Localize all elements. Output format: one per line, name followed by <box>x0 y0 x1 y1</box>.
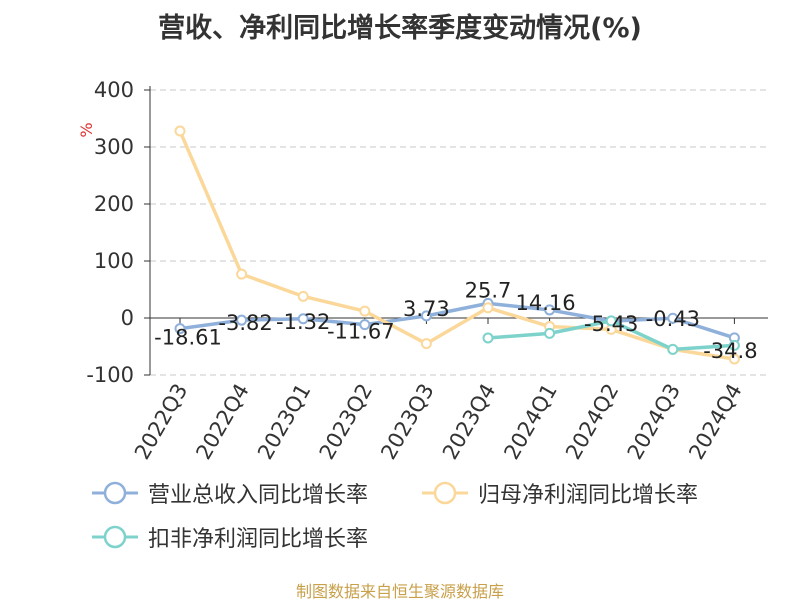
data-point <box>420 310 432 322</box>
legend-swatch-icon <box>422 481 468 505</box>
legend-item[interactable]: 营业总收入同比增长率 <box>90 476 368 510</box>
chart-title: 营收、净利同比增长率季度变动情况(%) <box>158 13 642 44</box>
data-point <box>605 315 617 327</box>
data-label: -0.43 <box>646 307 700 331</box>
legend-swatch-icon <box>92 481 138 505</box>
legend-label: 营业总收入同比增长率 <box>148 483 369 508</box>
x-tick-label: 2022Q4 <box>191 380 253 464</box>
legend-item[interactable]: 归母净利润同比增长率 <box>420 476 698 510</box>
data-point <box>359 305 371 317</box>
x-tick-label: 2022Q3 <box>130 380 192 464</box>
y-tick-label: 0 <box>121 306 134 330</box>
y-tick-label: 400 <box>94 78 134 102</box>
data-point <box>482 332 494 344</box>
data-point <box>297 290 309 302</box>
data-label: 14.16 <box>516 291 576 315</box>
data-point <box>236 314 248 326</box>
data-label: -11.67 <box>327 320 395 344</box>
data-point <box>728 353 740 365</box>
x-tick-label: 2023Q1 <box>253 380 315 464</box>
x-tick-label: 2024Q3 <box>623 380 685 464</box>
data-label: -18.61 <box>154 326 222 350</box>
x-tick-label: 2024Q2 <box>561 380 623 464</box>
data-label: 3.73 <box>403 297 450 321</box>
data-point <box>297 313 309 325</box>
data-point <box>174 125 186 137</box>
source-note: 制图数据来自恒生聚源数据库 <box>295 582 504 601</box>
data-point <box>667 343 679 355</box>
grid-layer <box>150 89 768 376</box>
data-point <box>420 338 432 350</box>
data-label: 25.7 <box>465 278 512 302</box>
x-tick-label: 2024Q4 <box>684 380 746 464</box>
y-tick-label: 300 <box>94 135 134 159</box>
x-tick-label: 2023Q2 <box>315 380 377 464</box>
legend-swatch-icon <box>92 525 138 549</box>
series-layer <box>174 125 740 365</box>
x-tick-label: 2023Q3 <box>376 380 438 464</box>
y-tick-label: -100 <box>86 363 134 387</box>
y-tick-label: 100 <box>94 249 134 273</box>
data-point <box>544 327 556 339</box>
legend-item[interactable]: 扣非净利润同比增长率 <box>90 520 368 554</box>
y-axis-label: % <box>77 122 96 137</box>
data-label: -5.43 <box>584 312 638 336</box>
series-3 <box>482 315 740 355</box>
data-point <box>544 304 556 316</box>
data-point <box>728 339 740 351</box>
data-label-layer: -18.61-3.82 -1.32-11.67 3.73 25.714.16 -5.43… <box>154 278 757 362</box>
data-label: -3.82 <box>218 311 272 335</box>
series-line <box>178 130 735 361</box>
x-tick-label: 2023Q4 <box>438 380 500 464</box>
data-point <box>236 268 248 280</box>
data-label: -34.8 <box>703 339 757 363</box>
legend-label: 扣非净利润同比增长率 <box>148 527 369 552</box>
data-point <box>482 302 494 314</box>
data-point <box>359 319 371 331</box>
data-label: -1.32 <box>276 310 330 334</box>
x-tick-label: 2024Q1 <box>499 380 561 464</box>
y-tick-label: 200 <box>94 192 134 216</box>
data-point <box>174 323 186 335</box>
legend-label: 归母净利润同比增长率 <box>478 483 699 508</box>
data-point <box>667 312 679 324</box>
series-line <box>179 301 735 340</box>
